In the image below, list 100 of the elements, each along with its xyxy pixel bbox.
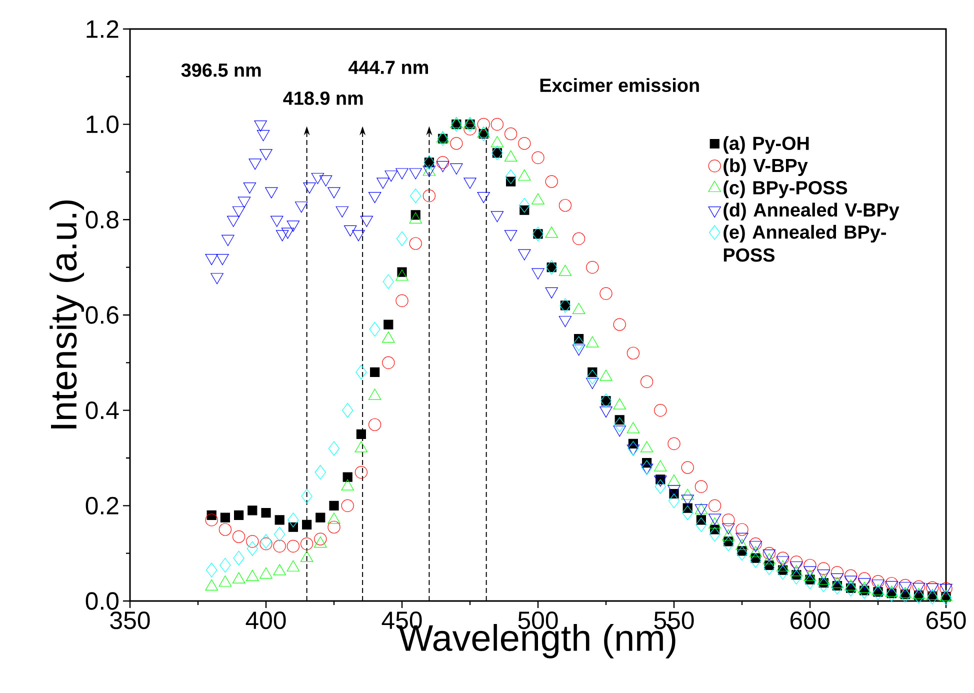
point [736,523,748,536]
point [246,541,258,556]
point [654,479,666,494]
point [900,588,911,603]
y-tick-label: 0.8 [86,210,118,228]
y-tick-label: 0.4 [86,402,119,420]
point [328,520,340,534]
point [342,472,352,482]
point [764,560,775,575]
point [260,537,272,550]
point [804,574,816,590]
point [858,584,870,599]
point [546,260,558,275]
point [274,515,284,525]
point [532,151,544,164]
y-tick-label: 1.0 [86,116,119,134]
point [736,546,748,561]
point [329,500,339,510]
point [572,232,586,246]
point [640,375,654,388]
point [926,590,938,604]
point [777,565,788,580]
point [464,117,476,132]
point [613,318,626,331]
point [316,512,326,522]
point [314,532,327,546]
point [369,322,380,337]
point [477,118,490,131]
y-tick-label: 0.0 [86,592,119,610]
point [234,510,244,520]
legend-label: (a) Py-OH [724,136,809,154]
point [246,535,259,548]
point [478,126,490,142]
point [370,367,380,377]
point [424,155,435,170]
point [790,556,803,568]
point [220,512,230,522]
annotation: Excimer emission [540,78,699,92]
point [641,460,652,475]
point [354,466,368,479]
point [694,480,708,493]
point [532,226,544,242]
point [518,137,531,150]
point [300,537,314,550]
annotation: 396.5 nm [181,63,261,77]
point [396,231,408,246]
point [206,510,216,520]
legend-label: (e) Annealed BPy-POSS [724,224,886,262]
point [626,346,640,360]
point [422,190,436,202]
point [790,570,802,584]
point [288,522,298,532]
y-tick-label: 0.2 [86,496,118,514]
point [885,577,898,590]
y-tick-label: 0.6 [86,306,118,324]
point [722,514,735,526]
legend-label: (b) V-BPy [724,158,808,176]
point [233,550,244,566]
point [274,526,286,542]
point [410,188,422,204]
point [696,517,707,532]
point [762,547,776,560]
point [368,418,382,431]
x-tick-label: 600 [790,612,830,630]
point [709,526,720,542]
point [301,488,312,504]
point [913,588,924,604]
point [600,393,612,408]
point [342,403,354,418]
point [858,572,871,585]
point [654,404,667,417]
point [382,356,395,369]
point [750,553,762,568]
point [273,540,286,552]
point [288,512,299,528]
point [248,506,258,516]
point [898,578,912,592]
point [302,520,312,530]
point [518,198,530,213]
point [586,261,599,274]
point [560,298,571,313]
point [681,461,694,474]
point [749,537,762,550]
y-tick-label: 1.2 [86,20,118,38]
point [464,122,476,136]
point [490,118,504,131]
annotation: 444.7 nm [348,60,428,74]
point [940,590,952,605]
point [356,364,367,380]
point [776,552,790,564]
x-tick-label: 400 [246,612,286,630]
point [830,566,844,579]
point [682,506,694,520]
point [886,587,898,602]
point [545,175,558,188]
point [450,137,463,150]
point [504,128,518,140]
point [206,562,218,578]
point [505,169,516,184]
point [450,117,462,132]
